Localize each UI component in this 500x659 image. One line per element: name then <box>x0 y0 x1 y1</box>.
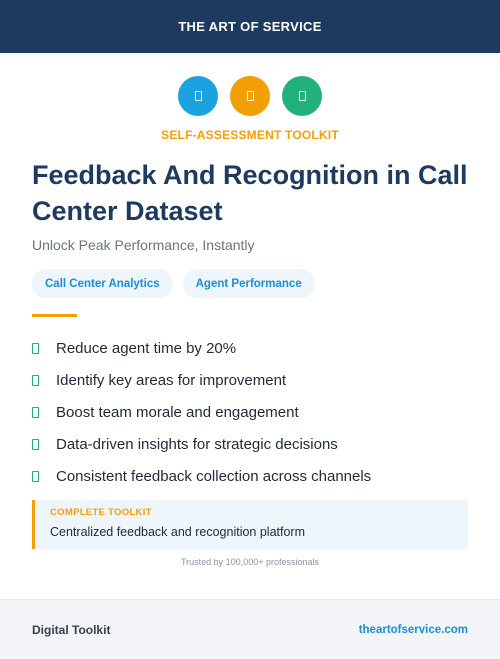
tag-agent-performance: Agent Performance <box>182 269 315 298</box>
list-item: Data-driven insights for strategic decis… <box>32 428 472 460</box>
accent-divider <box>32 314 77 317</box>
check-icon <box>32 438 39 450</box>
list-item: Boost team morale and engagement <box>32 396 472 428</box>
check-icon <box>32 342 39 354</box>
document-icon <box>194 91 202 101</box>
benefit-text: Data-driven insights for strategic decis… <box>56 435 338 453</box>
document-icon-orange <box>230 76 270 116</box>
subtitle: Unlock Peak Performance, Instantly <box>32 237 255 253</box>
header-bar: THE ART OF SERVICE <box>0 0 500 53</box>
eyebrow-label: SELF-ASSESSMENT TOOLKIT <box>161 128 339 142</box>
page-title: Feedback And Recognition in Call Center … <box>32 160 468 226</box>
website-link[interactable]: theartofservice.com <box>358 623 468 636</box>
document-icon-blue <box>178 76 218 116</box>
document-icon-green <box>282 76 322 116</box>
benefit-text: Identify key areas for improvement <box>56 371 287 389</box>
footer-label: Digital Toolkit <box>32 622 111 637</box>
footer-bar: Digital Toolkit theartofservice.com <box>0 599 500 659</box>
trust-line: Trusted by 100,000+ professionals <box>180 557 319 567</box>
icon-row <box>0 76 500 116</box>
tag-list: Call Center Analytics Agent Performance <box>32 269 315 298</box>
list-item: Consistent feedback collection across ch… <box>32 460 472 492</box>
list-item: Reduce agent time by 20% <box>32 332 472 364</box>
benefit-text: Boost team morale and engagement <box>56 403 299 421</box>
check-icon <box>32 470 39 482</box>
tag-call-center-analytics: Call Center Analytics <box>32 269 173 298</box>
benefit-text: Reduce agent time by 20% <box>56 339 237 357</box>
check-icon <box>32 406 39 418</box>
complete-toolkit-callout: COMPLETE TOOLKIT Centralized feedback an… <box>32 500 468 549</box>
brand-title: THE ART OF SERVICE <box>178 19 322 34</box>
callout-label: COMPLETE TOOLKIT <box>50 507 152 518</box>
document-icon <box>298 91 306 101</box>
benefit-list: Reduce agent time by 20% Identify key ar… <box>32 332 472 492</box>
callout-text: Centralized feedback and recognition pla… <box>50 525 306 539</box>
list-item: Identify key areas for improvement <box>32 364 472 396</box>
document-icon <box>246 91 254 101</box>
check-icon <box>32 374 39 386</box>
benefit-text: Consistent feedback collection across ch… <box>56 467 372 485</box>
